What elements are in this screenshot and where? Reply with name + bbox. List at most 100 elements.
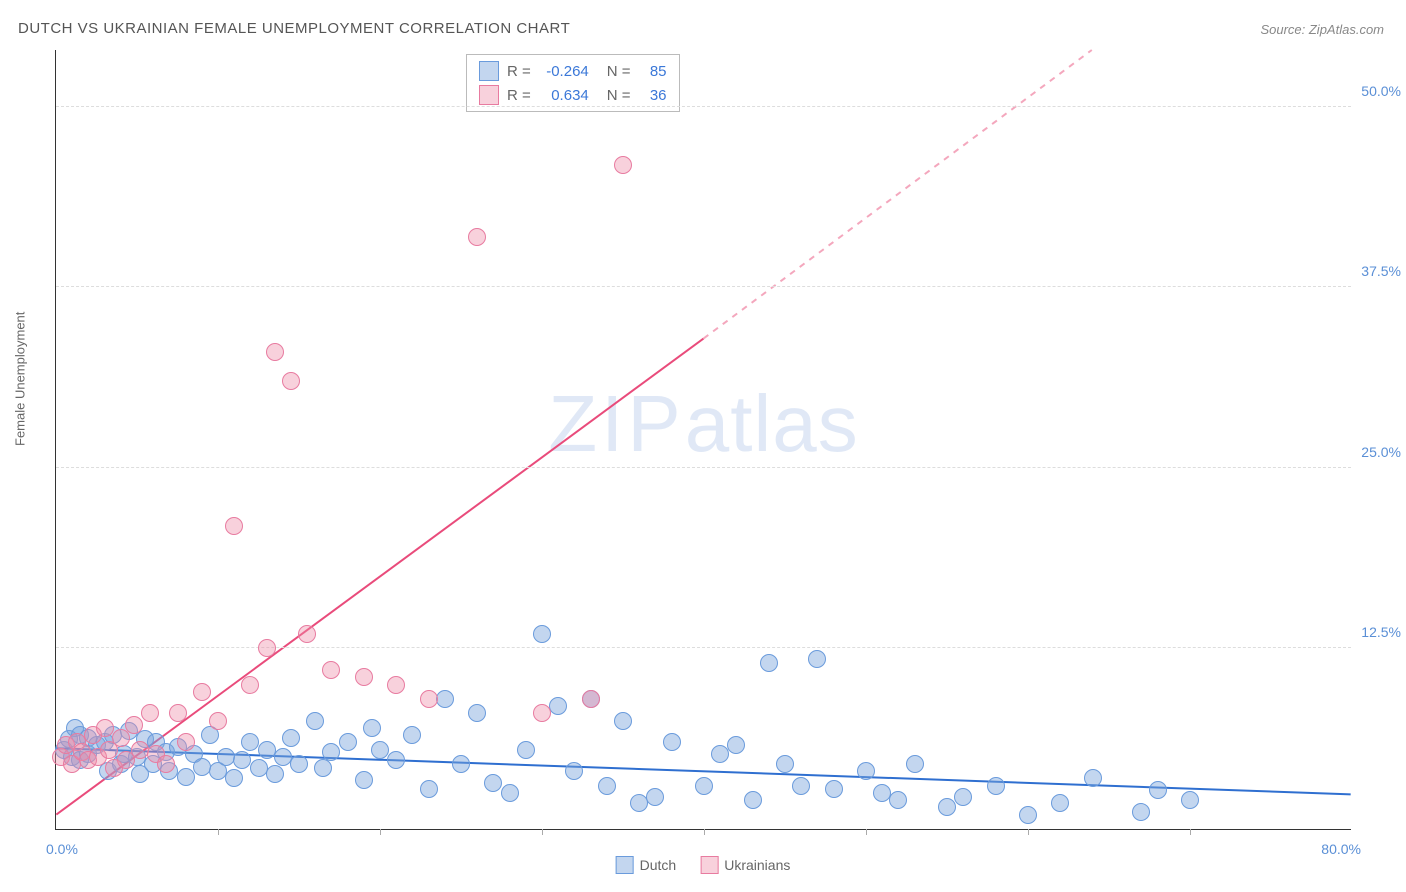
r-value: 0.634	[539, 87, 589, 104]
y-axis-tick-label: 25.0%	[1361, 444, 1401, 460]
y-axis-tick-label: 37.5%	[1361, 263, 1401, 279]
scatter-point	[266, 343, 284, 361]
correlation-legend-box: R =-0.264N =85R =0.634N =36	[466, 54, 680, 112]
scatter-point	[314, 759, 332, 777]
chart-title: DUTCH VS UKRAINIAN FEMALE UNEMPLOYMENT C…	[18, 20, 570, 37]
scatter-point	[96, 719, 114, 737]
scatter-point	[241, 676, 259, 694]
scatter-point	[339, 733, 357, 751]
scatter-point	[177, 768, 195, 786]
x-axis-tick	[542, 829, 543, 835]
grid-line	[56, 467, 1351, 468]
legend-item: Ukrainians	[700, 856, 790, 874]
scatter-point	[549, 697, 567, 715]
scatter-point	[1019, 806, 1037, 824]
grid-line	[56, 286, 1351, 287]
scatter-point	[1051, 794, 1069, 812]
scatter-point	[371, 741, 389, 759]
legend-swatch	[479, 85, 499, 105]
scatter-point	[1181, 791, 1199, 809]
scatter-point	[711, 745, 729, 763]
x-axis-label-end: 80.0%	[1321, 841, 1361, 857]
scatter-point	[646, 788, 664, 806]
grid-line	[56, 106, 1351, 107]
scatter-point	[954, 788, 972, 806]
scatter-point	[598, 777, 616, 795]
scatter-point	[322, 743, 340, 761]
x-axis-tick	[218, 829, 219, 835]
scatter-point	[857, 762, 875, 780]
x-axis-label-start: 0.0%	[46, 841, 78, 857]
scatter-point	[484, 774, 502, 792]
legend-item: Dutch	[616, 856, 677, 874]
scatter-point	[193, 758, 211, 776]
scatter-point	[282, 372, 300, 390]
scatter-point	[906, 755, 924, 773]
scatter-point	[306, 712, 324, 730]
scatter-point	[355, 771, 373, 789]
scatter-point	[290, 755, 308, 773]
scatter-point	[233, 751, 251, 769]
scatter-point	[131, 741, 149, 759]
y-axis-title: Female Unemployment	[13, 312, 28, 446]
plot-area: ZIPatlas R =-0.264N =85R =0.634N =36 0.0…	[55, 50, 1351, 830]
scatter-point	[663, 733, 681, 751]
scatter-point	[582, 690, 600, 708]
scatter-point	[501, 784, 519, 802]
x-axis-tick	[1028, 829, 1029, 835]
legend-swatch	[479, 61, 499, 81]
scatter-point	[889, 791, 907, 809]
correlation-row: R =-0.264N =85	[467, 59, 679, 83]
scatter-point	[533, 625, 551, 643]
scatter-point	[452, 755, 470, 773]
scatter-point	[614, 712, 632, 730]
x-axis-tick	[866, 829, 867, 835]
scatter-point	[1084, 769, 1102, 787]
scatter-point	[614, 156, 632, 174]
scatter-point	[157, 755, 175, 773]
y-axis-tick-label: 12.5%	[1361, 624, 1401, 640]
n-value: 85	[639, 63, 667, 80]
scatter-point	[808, 650, 826, 668]
scatter-point	[387, 751, 405, 769]
scatter-point	[141, 704, 159, 722]
scatter-point	[727, 736, 745, 754]
source-attribution: Source: ZipAtlas.com	[1260, 22, 1384, 37]
scatter-point	[193, 683, 211, 701]
n-label: N =	[607, 87, 631, 104]
chart-container: DUTCH VS UKRAINIAN FEMALE UNEMPLOYMENT C…	[0, 0, 1406, 892]
x-axis-tick	[1190, 829, 1191, 835]
scatter-point	[1132, 803, 1150, 821]
scatter-point	[363, 719, 381, 737]
n-label: N =	[607, 63, 631, 80]
scatter-point	[387, 676, 405, 694]
scatter-point	[209, 712, 227, 730]
legend-label: Ukrainians	[724, 857, 790, 873]
scatter-point	[776, 755, 794, 773]
scatter-point	[987, 777, 1005, 795]
scatter-point	[403, 726, 421, 744]
scatter-point	[695, 777, 713, 795]
legend-swatch	[616, 856, 634, 874]
scatter-point	[355, 668, 373, 686]
scatter-point	[258, 639, 276, 657]
scatter-point	[420, 690, 438, 708]
scatter-point	[125, 716, 143, 734]
r-label: R =	[507, 87, 531, 104]
y-axis-tick-label: 50.0%	[1361, 83, 1401, 99]
scatter-point	[760, 654, 778, 672]
scatter-point	[225, 769, 243, 787]
correlation-row: R = 0.634 N = 36	[467, 83, 679, 107]
x-axis-tick	[380, 829, 381, 835]
grid-line	[56, 647, 1351, 648]
scatter-point	[1149, 781, 1167, 799]
scatter-point	[298, 625, 316, 643]
scatter-point	[792, 777, 810, 795]
scatter-point	[938, 798, 956, 816]
legend-swatch	[700, 856, 718, 874]
scatter-point	[322, 661, 340, 679]
n-value: 36	[639, 87, 667, 104]
scatter-point	[744, 791, 762, 809]
scatter-point	[177, 733, 195, 751]
scatter-point	[282, 729, 300, 747]
